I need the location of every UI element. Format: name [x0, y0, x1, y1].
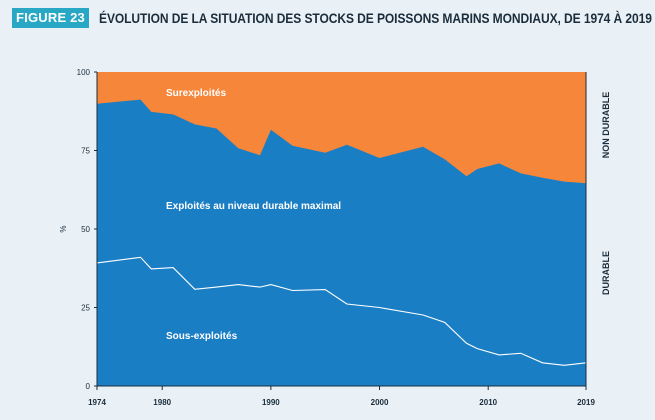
side-label-non-durable: NON DURABLE: [601, 92, 611, 159]
x-tick-label: 2000: [371, 398, 389, 407]
y-tick-label: 0: [86, 382, 91, 391]
y-tick-label: 50: [81, 225, 90, 234]
figure-title: ÉVOLUTION DE LA SITUATION DES STOCKS DE …: [98, 10, 652, 26]
label-exploites-durable: Exploités au niveau durable maximal: [166, 201, 341, 212]
y-axis-label: %: [58, 225, 67, 232]
y-tick-label: 75: [81, 147, 90, 156]
x-tick-label: 2010: [479, 398, 497, 407]
side-label-durable: DURABLE: [601, 251, 611, 295]
x-tick-label: 1974: [88, 398, 106, 407]
figure-header: FIGURE 23 ÉVOLUTION DE LA SITUATION DES …: [12, 8, 655, 28]
label-sous-exploites: Sous-exploités: [166, 331, 238, 342]
boundary-line-sous-exploites: [96, 256, 587, 366]
x-tick-label: 1990: [262, 398, 280, 407]
y-tick-label: 25: [81, 304, 90, 313]
label-surexploites: Surexploités: [166, 88, 226, 99]
x-tick-label: 1980: [153, 398, 171, 407]
area-sous-exploites: [97, 257, 586, 386]
y-tick-label: 100: [77, 68, 91, 77]
figure-badge: FIGURE 23: [12, 8, 89, 28]
x-tick-label: 2019: [577, 398, 595, 407]
